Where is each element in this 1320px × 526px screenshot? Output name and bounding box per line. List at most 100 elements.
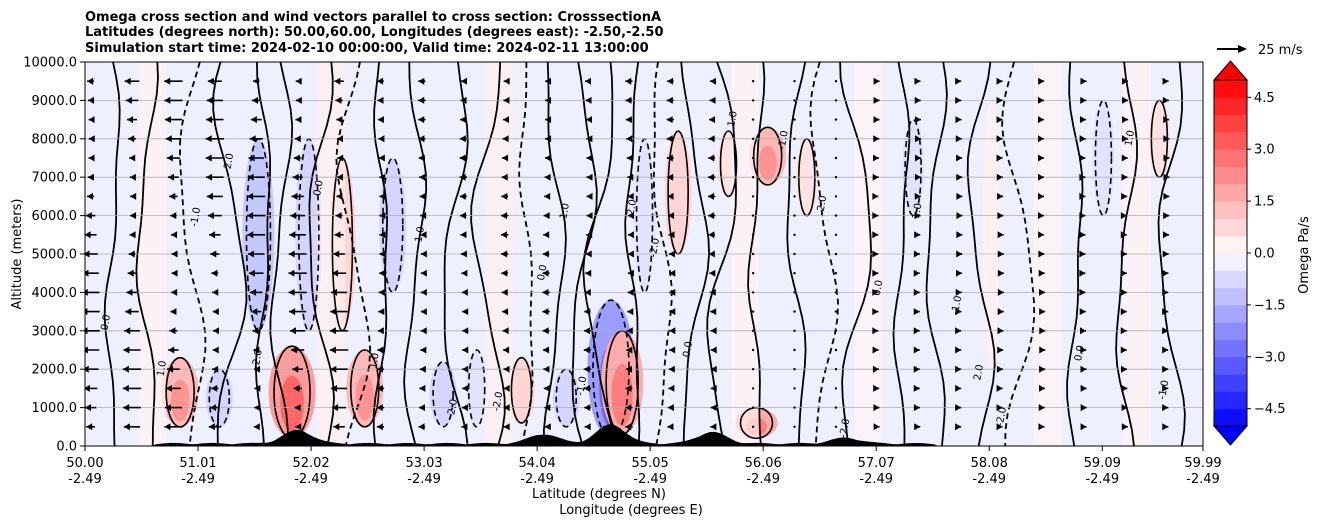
wind-vector-head (709, 77, 716, 85)
wind-vector-head (1079, 135, 1086, 143)
wind-vector-head (669, 327, 676, 335)
wind-vector-head (873, 423, 880, 431)
wind-vector-head (872, 346, 879, 354)
wind-vector-head (1120, 346, 1127, 354)
wind-vector-head (1037, 154, 1044, 162)
wind-vector-head (627, 250, 634, 258)
wind-vector-head (1120, 250, 1127, 258)
wind-vector-head (500, 231, 507, 239)
wind-vector-head (1122, 116, 1129, 124)
wind-vector-head (377, 96, 384, 104)
colorbar-tick-label: −1.5 (1254, 298, 1286, 313)
wind-vector-head (332, 269, 339, 277)
wind-vector-head (1162, 250, 1169, 258)
omega-fill-region (507, 357, 535, 423)
x-tick-label-lat: 59.09 (1084, 456, 1121, 471)
wind-vector-head (460, 250, 467, 258)
wind-vector-head (873, 384, 880, 392)
wind-vector-head (130, 212, 137, 220)
wind-vector-dot (793, 233, 796, 236)
colorbar (1212, 60, 1249, 446)
wind-vector-head (337, 173, 344, 181)
wind-vector-head (1080, 327, 1087, 335)
wind-vector-head (123, 346, 130, 354)
wind-vector-head (254, 365, 261, 373)
wind-vector-head (709, 288, 716, 296)
wind-vector-head (295, 96, 302, 104)
wind-vector-head (1079, 250, 1086, 258)
omega-fill-core (355, 374, 375, 421)
y-tick-label: 2000.0 (32, 363, 78, 378)
wind-vector-head (212, 308, 219, 316)
colorbar-segment (1214, 97, 1247, 116)
wind-vector-head (250, 116, 257, 124)
wind-vector-head (586, 212, 593, 220)
wind-vector-head (956, 192, 963, 200)
wind-vector-head (627, 192, 634, 200)
wind-vector-head (253, 346, 260, 354)
wind-vector-head (206, 96, 213, 104)
wind-vector-head (165, 135, 172, 143)
wind-vector-head (955, 288, 962, 296)
wind-vector-head (126, 288, 133, 296)
wind-vector-head (289, 327, 296, 335)
wind-vector-head (211, 269, 218, 277)
wind-vector-dot (751, 291, 755, 294)
wind-vector-head (1080, 346, 1087, 354)
wind-vector-head (625, 96, 632, 104)
wind-vector-head (1162, 384, 1169, 392)
wind-vector-head (123, 404, 130, 412)
wind-vector-dot (834, 291, 838, 294)
wind-vector-dot (751, 425, 755, 428)
wind-vector-head (873, 404, 880, 412)
wind-vector-head (337, 154, 344, 162)
wind-vector-head (955, 116, 962, 124)
wind-vector-head (997, 346, 1004, 354)
wind-vector-head (87, 173, 94, 181)
wind-vector-dot (751, 368, 755, 371)
wind-vector-head (212, 346, 219, 354)
wind-vector-head (288, 269, 295, 277)
wind-vector-head (290, 212, 297, 220)
wind-vector-head (625, 404, 632, 412)
wind-vector-head (419, 173, 426, 181)
contour-label: 1.0 (726, 110, 740, 128)
wind-vector-head (872, 173, 879, 181)
wind-vector-dot (834, 310, 838, 313)
colorbar-segment (1214, 304, 1247, 323)
wind-vector-head (502, 154, 509, 162)
wind-vector-head (955, 308, 962, 316)
wind-vector-head (130, 192, 137, 200)
wind-vector-dot (834, 252, 838, 256)
wind-vector-head (377, 365, 384, 373)
omega-contour-loop (381, 157, 404, 294)
wind-vector-head (955, 77, 962, 85)
wind-vector-dot (834, 99, 838, 102)
wind-vector-head (872, 308, 879, 316)
wind-vector-head (1122, 96, 1129, 104)
omega-contour-loop (432, 360, 454, 428)
wind-vector-dot (751, 118, 755, 121)
wind-vector-head (996, 173, 1003, 181)
wind-vector-dot (834, 272, 838, 275)
wind-vector-head (461, 288, 468, 296)
x-axis-label: Latitude (degrees N) (532, 487, 666, 502)
wind-vector-head (170, 308, 177, 316)
x-tick-label-lon: -2.49 (633, 472, 667, 487)
chart-title-line-1: Omega cross section and wind vectors par… (85, 10, 661, 25)
wind-vector-head (85, 269, 89, 277)
wind-vector-head (1163, 192, 1170, 200)
wind-vector-head (122, 384, 129, 392)
wind-vector-head (85, 231, 91, 239)
wind-vector-head (627, 308, 634, 316)
wind-vector-head (1121, 77, 1128, 85)
wind-vector-head (247, 231, 254, 239)
omega-fill-core (170, 379, 190, 422)
wind-vector-head (295, 77, 302, 85)
wind-vector-head (913, 404, 920, 412)
wind-vector-head (583, 365, 590, 373)
wind-vector-head (336, 192, 343, 200)
wind-vector-head (627, 269, 634, 277)
wind-vector-head (377, 116, 384, 124)
wind-vector-head (333, 423, 340, 431)
